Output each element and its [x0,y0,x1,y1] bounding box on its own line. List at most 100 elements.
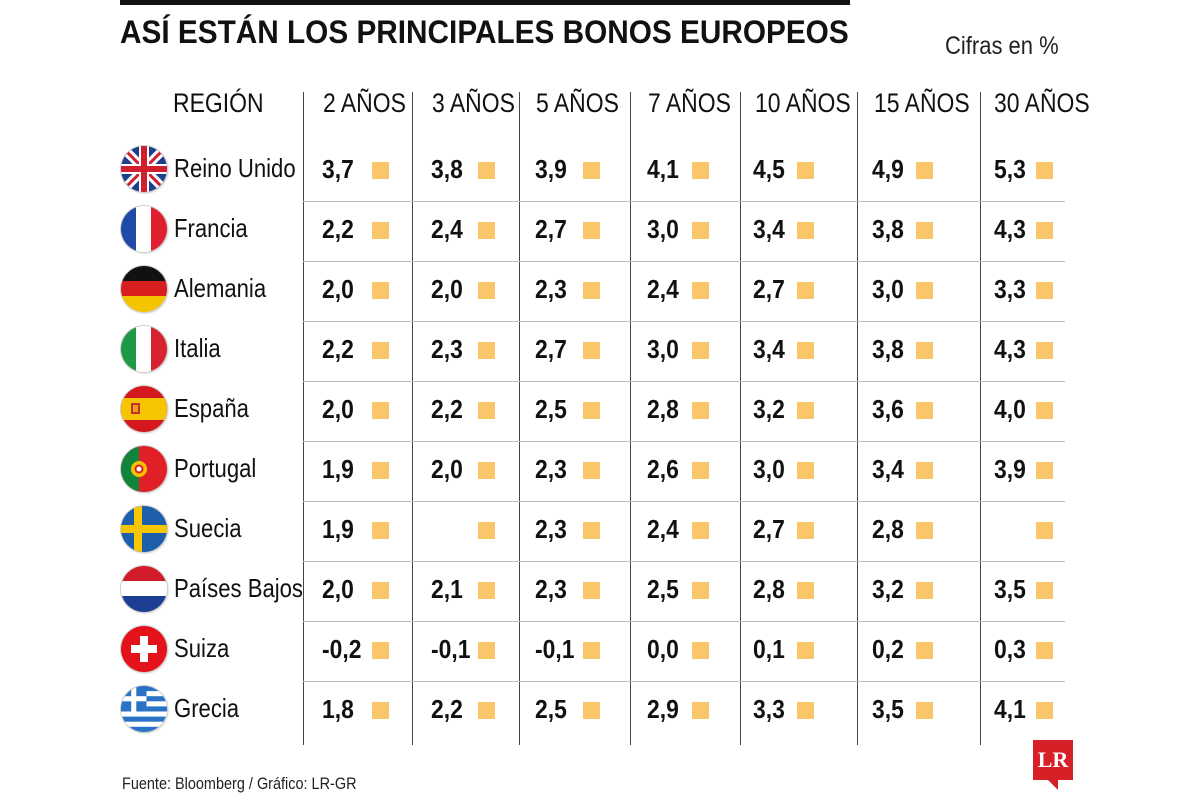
yield-value: 2,3 [535,274,567,304]
yield-value: 4,1 [994,694,1026,724]
row-divider [303,441,1065,442]
yield-value: 3,5 [994,574,1026,604]
yield-value: 1,9 [322,454,354,484]
column-divider [303,92,304,745]
yield-marker [1036,282,1053,299]
yield-value: 2,0 [431,454,463,484]
yield-value: 3,4 [753,334,785,364]
yield-value: 3,0 [647,334,679,364]
netherlands-flag-icon [121,566,167,612]
units-note: Cifras en % [945,32,1059,60]
yield-marker [372,162,389,179]
yield-value: 0,0 [647,634,679,664]
yield-value: 3,9 [535,154,567,184]
region-label: Países Bajos [174,573,303,603]
yield-value: 3,5 [872,694,904,724]
yield-marker [583,642,600,659]
yield-marker [478,642,495,659]
yield-value: 3,2 [753,394,785,424]
row-divider [303,501,1065,502]
yield-marker [478,282,495,299]
yield-marker [1036,642,1053,659]
yield-value: 3,8 [431,154,463,184]
yield-value: 1,9 [322,514,354,544]
yield-value: 2,3 [535,514,567,544]
yield-value: 4,1 [647,154,679,184]
yield-value: 3,8 [872,214,904,244]
yield-marker [916,462,933,479]
yield-marker [372,702,389,719]
top-rule [120,0,850,5]
yield-marker [692,282,709,299]
yield-value: 2,2 [322,214,354,244]
yield-marker [916,162,933,179]
row-divider [303,261,1065,262]
yield-value: 2,0 [431,274,463,304]
yield-value: 3,7 [322,154,354,184]
yield-marker [916,702,933,719]
yield-marker [372,642,389,659]
column-divider [740,92,741,745]
region-label: Reino Unido [174,153,296,183]
yield-value: 2,2 [431,394,463,424]
sweden-flag-icon [121,506,167,552]
yield-value: 0,3 [994,634,1026,664]
lr-logo: LR [1033,740,1073,780]
yield-value: 2,2 [431,694,463,724]
yield-value: 3,0 [872,274,904,304]
yield-value: 2,5 [535,394,567,424]
column-divider [980,92,981,745]
yield-marker [478,402,495,419]
yield-value: 2,5 [535,694,567,724]
yield-value: 3,4 [872,454,904,484]
yield-value: 3,3 [753,694,785,724]
yield-marker [916,222,933,239]
yield-value: 2,9 [647,694,679,724]
yield-marker [692,342,709,359]
lr-logo-tail [1048,780,1058,790]
yield-value: 3,9 [994,454,1026,484]
yield-marker [1036,462,1053,479]
yield-value: 2,5 [647,574,679,604]
yield-marker [1036,702,1053,719]
yield-value: 2,8 [647,394,679,424]
column-divider [630,92,631,745]
yield-marker [1036,582,1053,599]
yield-value: 2,8 [753,574,785,604]
column-divider [857,92,858,745]
region-label: España [174,393,249,423]
region-label: Italia [174,333,221,363]
yield-marker [797,462,814,479]
yield-marker [372,402,389,419]
yield-marker [797,402,814,419]
yield-value: 3,3 [994,274,1026,304]
yield-marker [478,162,495,179]
yield-value: 4,3 [994,334,1026,364]
yield-value: 2,0 [322,274,354,304]
yield-marker [478,462,495,479]
yield-marker [692,522,709,539]
yield-marker [583,462,600,479]
column-header: 5 AÑOS [536,88,619,118]
yield-marker [372,342,389,359]
yield-marker [692,402,709,419]
yield-marker [583,402,600,419]
yield-marker [916,342,933,359]
source-note: Fuente: Bloomberg / Gráfico: LR-GR [122,774,357,793]
yield-marker [478,222,495,239]
switzerland-flag-icon [121,626,167,672]
yield-marker [478,522,495,539]
row-divider [303,621,1065,622]
row-divider [303,201,1065,202]
yield-marker [797,642,814,659]
yield-value: 2,7 [753,274,785,304]
region-label: Portugal [174,453,257,483]
yield-marker [478,342,495,359]
column-header: 3 AÑOS [432,88,515,118]
yield-value: 5,3 [994,154,1026,184]
column-header: 10 AÑOS [755,88,851,118]
yield-value: 3,0 [647,214,679,244]
yield-marker [797,522,814,539]
row-header: REGIÓN [173,88,264,118]
